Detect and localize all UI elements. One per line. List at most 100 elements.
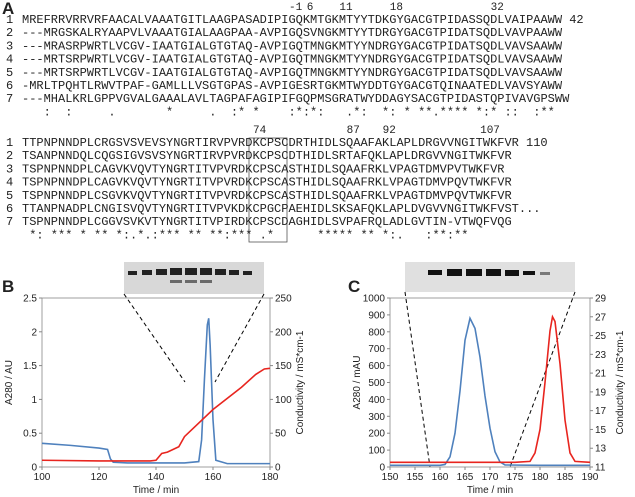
position-number: 107 bbox=[480, 125, 500, 137]
y2-tick-label: 250 bbox=[275, 294, 292, 305]
x-tick-label: 120 bbox=[91, 472, 108, 483]
x-axis-label: Time / min bbox=[133, 485, 179, 496]
y-tick-label: 900 bbox=[368, 310, 385, 321]
sequence-id: 3 bbox=[6, 162, 13, 176]
series-line bbox=[390, 315, 590, 467]
y-axis-label: A280 / AU bbox=[4, 360, 15, 405]
y2-tick-label: 21 bbox=[595, 369, 607, 380]
position-number: 74 bbox=[253, 125, 267, 137]
x-tick-label: 165 bbox=[457, 472, 474, 483]
gel-inset bbox=[404, 262, 576, 468]
sequence-id: 2 bbox=[6, 149, 13, 163]
y2-tick-label: 23 bbox=[595, 350, 607, 361]
x-tick-label: 150 bbox=[382, 472, 399, 483]
y2-axis-label: Conductivity / mS*cm-1 bbox=[295, 330, 306, 434]
gel-inset bbox=[123, 262, 265, 383]
y2-tick-label: 15 bbox=[595, 425, 607, 436]
y-axis-label: A280 / mAU bbox=[352, 356, 363, 410]
consensus: : : . * . :* * :*:*: .*: *: * **.**** *:… bbox=[22, 105, 555, 119]
position-number: 18 bbox=[390, 2, 403, 14]
x-tick-label: 160 bbox=[432, 472, 449, 483]
y2-tick-label: 0 bbox=[275, 463, 281, 474]
sequence-id: 6 bbox=[6, 79, 13, 93]
y2-tick-label: 13 bbox=[595, 444, 607, 455]
sequence-id: 6 bbox=[6, 202, 13, 216]
position-number: -1 bbox=[289, 2, 303, 14]
x-tick-label: 180 bbox=[262, 472, 279, 483]
sequence: TTANPNADPLCNGISVQVTYNGRTITVPVKDKCPGCPAEH… bbox=[22, 202, 540, 216]
sequence-id: 1 bbox=[6, 136, 13, 150]
y2-tick-label: 27 bbox=[595, 312, 607, 323]
y-tick-label: 200 bbox=[368, 429, 385, 440]
y-tick-label: 800 bbox=[368, 327, 385, 338]
sequence: TSPNPNNDPLCAGVKVQVTYNGRTITVPVRDKCPSCASTH… bbox=[22, 176, 512, 190]
y2-tick-label: 25 bbox=[595, 331, 607, 342]
y2-axis-label: Conductivity / mS*cm-1 bbox=[615, 330, 626, 434]
y2-tick-label: 11 bbox=[595, 463, 606, 474]
y-tick-label: 1.5 bbox=[23, 361, 37, 372]
panel-label: B bbox=[2, 277, 14, 296]
sequence-id: 5 bbox=[6, 66, 13, 80]
sequence: MREFRRVRRVRFAACALVAAATGITLAAGPASADIPIGQK… bbox=[22, 13, 563, 27]
panel-label: A bbox=[2, 0, 14, 18]
sequence-id: 4 bbox=[6, 53, 13, 67]
x-tick-label: 100 bbox=[34, 472, 51, 483]
sequence: -MRLTPQHTLRWVTPAF-GAMLLLVSGTGPAS-AVPIGES… bbox=[22, 79, 563, 93]
sequence-id: 3 bbox=[6, 39, 13, 53]
y2-tick-label: 17 bbox=[595, 406, 607, 417]
sequence-id: 2 bbox=[6, 26, 13, 40]
y-tick-label: 500 bbox=[368, 378, 385, 389]
x-tick-label: 155 bbox=[407, 472, 424, 483]
sequence: TSPNPNNDPLCAGVKVQVTYNGRTITVPVRDKCPSCASTH… bbox=[22, 162, 504, 176]
x-tick-label: 175 bbox=[507, 472, 524, 483]
sequence: TTPNPNNDPLCRGSVSVEVSYNGRTIRVPVRDKCPSCDRT… bbox=[22, 136, 519, 150]
series-line bbox=[390, 314, 591, 464]
plot-frame bbox=[41, 297, 271, 468]
sequence: ---MRTSRPWRTLVCGV-IAATGIALGTGTAQ-AVPIGQT… bbox=[22, 66, 563, 80]
panel-label: C bbox=[348, 277, 360, 296]
sequence: ---MRTSRPWRTLVCGV-IAATGIALGTGTAQ-AVPIGQT… bbox=[22, 53, 563, 67]
y2-tick-label: 200 bbox=[275, 327, 292, 338]
sequence-id: 7 bbox=[6, 92, 13, 106]
sequence: TSPNPNNDPLCSGVKVQVTYNGRTITVPVRDKCPSCASTH… bbox=[22, 189, 512, 203]
x-tick-label: 160 bbox=[205, 472, 222, 483]
x-tick-label: 140 bbox=[148, 472, 165, 483]
position-number: 87 bbox=[347, 125, 360, 137]
series-line bbox=[41, 367, 271, 462]
sequence: ---MRASRPWRTLVCGV-IAATGIALGTGTAQ-AVPIGQT… bbox=[22, 39, 563, 53]
motif-box bbox=[248, 137, 288, 243]
series-line bbox=[41, 318, 270, 465]
sequence-end: 110 bbox=[526, 136, 548, 150]
y-tick-label: 0.5 bbox=[23, 429, 37, 440]
y-tick-label: 2 bbox=[31, 327, 37, 338]
y-tick-label: 600 bbox=[368, 361, 385, 372]
plot-frame bbox=[389, 297, 591, 468]
y-tick-label: 100 bbox=[368, 446, 385, 457]
sequence: TSPNPNNDPLCGGVSVKVTYNGRTITVPIRDKCPSCDAGH… bbox=[22, 215, 512, 229]
position-number: 92 bbox=[383, 125, 396, 137]
y-tick-label: 300 bbox=[368, 412, 385, 423]
y-tick-label: 0 bbox=[379, 463, 385, 474]
sequence-id: 7 bbox=[6, 215, 13, 229]
y2-tick-label: 150 bbox=[275, 361, 292, 372]
y-tick-label: 700 bbox=[368, 344, 385, 355]
sequence-id: 1 bbox=[6, 13, 13, 27]
x-tick-label: 185 bbox=[557, 472, 574, 483]
sequence: TSANPNNDQLCQGSIGVSVSYNGRTIRVPVRDKCPSCDTH… bbox=[22, 149, 512, 163]
x-tick-label: 180 bbox=[532, 472, 549, 483]
consensus: *: *** * ** *:.*.:*** ** **:*** .* *****… bbox=[22, 228, 468, 242]
position-number: 6 bbox=[307, 2, 314, 14]
y-tick-label: 2.5 bbox=[23, 294, 37, 305]
sequence: ---MRGSKALRYAAPVLVAAATGIALAAGPAA-AVPIGQS… bbox=[22, 26, 563, 40]
position-number: 32 bbox=[491, 2, 504, 14]
y2-tick-label: 19 bbox=[595, 387, 607, 398]
y-tick-label: 0 bbox=[31, 463, 37, 474]
x-tick-label: 170 bbox=[482, 472, 499, 483]
sequence-id: 4 bbox=[6, 176, 13, 190]
y2-tick-label: 29 bbox=[595, 294, 607, 305]
y2-tick-label: 50 bbox=[275, 429, 287, 440]
sequence: ---MHALKRLGPPVGVALGAAALAVLTAGPAFAGIPIFGQ… bbox=[22, 92, 570, 106]
sequence-id: 5 bbox=[6, 189, 13, 203]
x-tick-label: 190 bbox=[582, 472, 599, 483]
x-axis-label: Time / min bbox=[467, 485, 513, 496]
